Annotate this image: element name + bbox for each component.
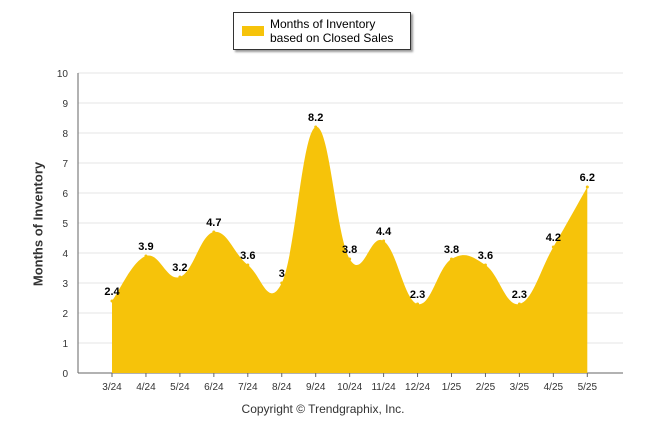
x-tick-label: 2/25 — [476, 382, 496, 393]
y-tick-label: 9 — [62, 99, 68, 110]
data-label: 2.3 — [512, 289, 527, 301]
data-label: 4.2 — [546, 232, 561, 244]
x-tick-label: 5/24 — [170, 382, 190, 393]
data-label: 3.6 — [478, 250, 493, 262]
data-point — [348, 257, 352, 261]
y-tick-label: 10 — [57, 69, 69, 80]
data-label: 4.4 — [376, 226, 392, 238]
y-tick-label: 1 — [62, 339, 68, 350]
data-label: 3.2 — [172, 262, 187, 274]
data-label: 3 — [279, 268, 285, 280]
y-tick-label: 3 — [62, 279, 68, 290]
data-label: 3.9 — [138, 241, 153, 253]
y-tick-label: 0 — [62, 369, 68, 380]
x-tick-label: 11/24 — [371, 382, 396, 393]
x-tick-label: 10/24 — [337, 382, 362, 393]
y-tick-label: 4 — [62, 249, 68, 260]
x-tick-label: 12/24 — [405, 382, 430, 393]
data-point — [144, 254, 148, 258]
x-tick-label: 3/25 — [510, 382, 530, 393]
x-tick-label: 8/24 — [272, 382, 292, 393]
data-point — [450, 257, 453, 261]
y-axis-title: Months of Inventory — [30, 161, 46, 287]
data-point — [280, 281, 284, 285]
data-point — [585, 185, 589, 189]
data-label: 3.6 — [240, 250, 255, 262]
data-point — [551, 245, 555, 249]
copyright-text: Copyright © Trendgraphix, Inc. — [241, 402, 405, 416]
data-label: 3.8 — [342, 244, 357, 256]
data-point — [517, 302, 521, 306]
data-point — [314, 125, 318, 129]
legend: Months of Inventory based on Closed Sale… — [233, 12, 411, 50]
data-label: 8.2 — [308, 112, 323, 124]
data-label: 2.4 — [104, 286, 120, 298]
data-point — [212, 230, 216, 234]
data-label: 4.7 — [206, 217, 221, 229]
x-tick-label: 6/24 — [204, 382, 224, 393]
x-tick-label: 4/25 — [544, 382, 564, 393]
series-area — [112, 126, 588, 373]
x-tick-label: 1/25 — [442, 382, 462, 393]
data-point — [110, 299, 114, 303]
legend-swatch — [242, 26, 264, 36]
data-point — [382, 239, 386, 243]
legend-label: Months of Inventory based on Closed Sale… — [270, 17, 394, 45]
x-tick-label: 9/24 — [306, 382, 326, 393]
x-tick-label: 7/24 — [238, 382, 258, 393]
data-label: 6.2 — [580, 172, 595, 184]
data-label: 2.3 — [410, 289, 425, 301]
data-point — [178, 275, 182, 279]
x-tick-label: 4/24 — [136, 382, 156, 393]
y-tick-label: 6 — [62, 189, 68, 200]
data-point — [246, 263, 250, 267]
y-tick-label: 5 — [62, 219, 68, 230]
data-point — [483, 263, 487, 267]
y-tick-label: 7 — [62, 159, 68, 170]
y-tick-label: 8 — [62, 129, 68, 140]
x-tick-label: 5/25 — [578, 382, 598, 393]
data-point — [416, 302, 420, 306]
y-tick-label: 2 — [62, 309, 68, 320]
data-label: 3.8 — [444, 244, 459, 256]
x-tick-label: 3/24 — [102, 382, 122, 393]
